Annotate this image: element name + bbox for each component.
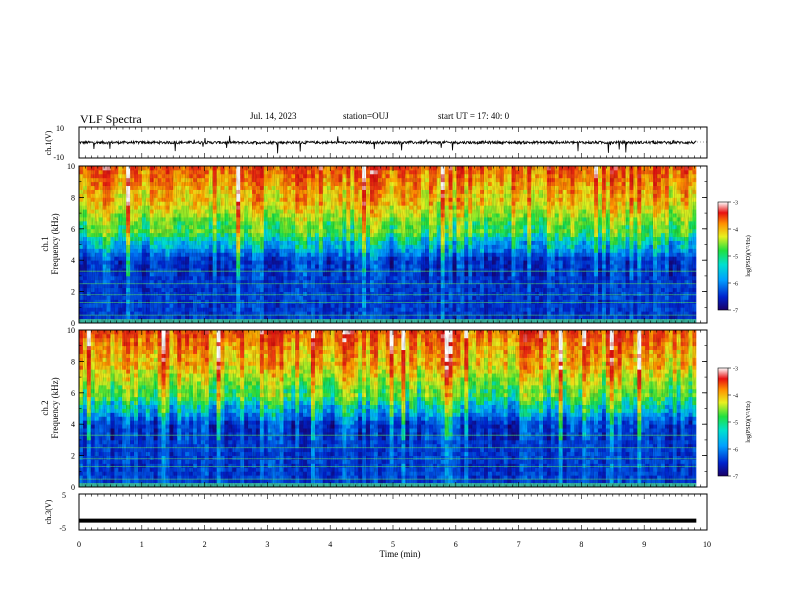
- colorbar-tick-label: -6: [733, 282, 738, 288]
- colorbar-tick-label: -6: [733, 448, 738, 454]
- ch3-ylabel: ch.3(V): [44, 499, 53, 524]
- spec-ytick-label: 10: [67, 162, 75, 171]
- x-tick-label: 9: [642, 540, 646, 549]
- x-tick-label: 0: [77, 540, 81, 549]
- ch1-ytick-bottom: -10: [53, 153, 64, 162]
- ch3-ytick-top: 5: [62, 491, 66, 500]
- colorbar-tick-label: -3: [733, 201, 738, 207]
- x-tick-label: 5: [391, 540, 395, 549]
- x-tick-label: 3: [265, 540, 269, 549]
- colorbar-tick-label: -5: [733, 255, 738, 261]
- spec-ytick-label: 8: [71, 193, 75, 202]
- x-tick-label: 8: [579, 540, 583, 549]
- start-time-label: start UT = 17: 40: 0: [438, 111, 510, 121]
- colorbar-tick-label: -7: [733, 309, 738, 315]
- colorbar-tick-label: -4: [733, 394, 738, 400]
- ch1-colorbar-label: log(PSD)(V²/Hz): [745, 235, 752, 276]
- colorbar-tick-label: -7: [733, 475, 738, 481]
- ch1-spec-ylabel-line1: ch.1: [40, 236, 50, 251]
- spec-ytick-label: 8: [71, 357, 75, 366]
- spec-ytick-label: 6: [71, 225, 75, 234]
- station-label: station=OUJ: [343, 111, 389, 121]
- spec-ytick-label: 4: [71, 420, 75, 429]
- x-tick-label: 4: [328, 540, 332, 549]
- ch2-spectrogram-yticks: 0 2 4 6 8 10: [67, 326, 707, 492]
- spec-ytick-label: 2: [71, 288, 75, 297]
- spec-ytick-label: 4: [71, 256, 75, 265]
- spec-ytick-label: 2: [71, 452, 75, 461]
- ch1-spectrogram: [79, 166, 707, 324]
- figure-title: VLF Spectra: [80, 112, 142, 126]
- ch3-panel: 5 -5 ch.3(V): [44, 491, 708, 533]
- x-tick-label: 10: [703, 540, 711, 549]
- ch1-trace: [79, 135, 697, 154]
- ch3-frame: [78, 493, 708, 531]
- date-label: Jul. 14, 2023: [250, 111, 297, 121]
- x-tick-label: 2: [203, 540, 207, 549]
- spec-ytick-label: 0: [71, 319, 75, 328]
- x-tick-label: 1: [140, 540, 144, 549]
- ch1-ylabel: ch.1(V): [44, 130, 53, 155]
- time-axis-ticks: 0 1 2 3 4 5 6 7 8 9 10: [77, 127, 711, 549]
- x-tick-label: 6: [454, 540, 458, 549]
- ch2-spectrogram: [79, 330, 707, 488]
- ch2-spec-ylabel-line1: ch.2: [40, 400, 50, 415]
- ch2-spec-ylabel-line2: Frequency (kHz): [50, 377, 60, 438]
- ch1-colorbar: [717, 201, 729, 311]
- colorbar-tick-label: -3: [733, 367, 738, 373]
- colorbar-tick-label: -4: [733, 228, 738, 234]
- spec-ytick-label: 6: [71, 389, 75, 398]
- ch1-colorbar-ticks: -3 -4 -5 -6 -7: [728, 201, 738, 315]
- ch1-waveform-panel: 10 -10 ch.1(V): [44, 124, 708, 162]
- spec-ytick-label: 0: [71, 483, 75, 492]
- ch1-ytick-top: 10: [56, 124, 64, 133]
- ch2-colorbar-ticks: -3 -4 -5 -6 -7: [728, 367, 738, 481]
- colorbar-tick-label: -5: [733, 421, 738, 427]
- ch3-ytick-bottom: -5: [59, 524, 66, 533]
- x-tick-label: 7: [517, 540, 521, 549]
- x-axis-label: Time (min): [380, 549, 421, 559]
- ch2-colorbar: [717, 367, 729, 477]
- ch1-spec-ylabel-line2: Frequency (kHz): [50, 213, 60, 274]
- ch2-colorbar-label: log(PSD)(V²/Hz): [745, 401, 752, 442]
- spec-ytick-label: 10: [67, 326, 75, 335]
- ch1-spectrogram-yticks: 0 2 4 6 8 10: [67, 162, 707, 328]
